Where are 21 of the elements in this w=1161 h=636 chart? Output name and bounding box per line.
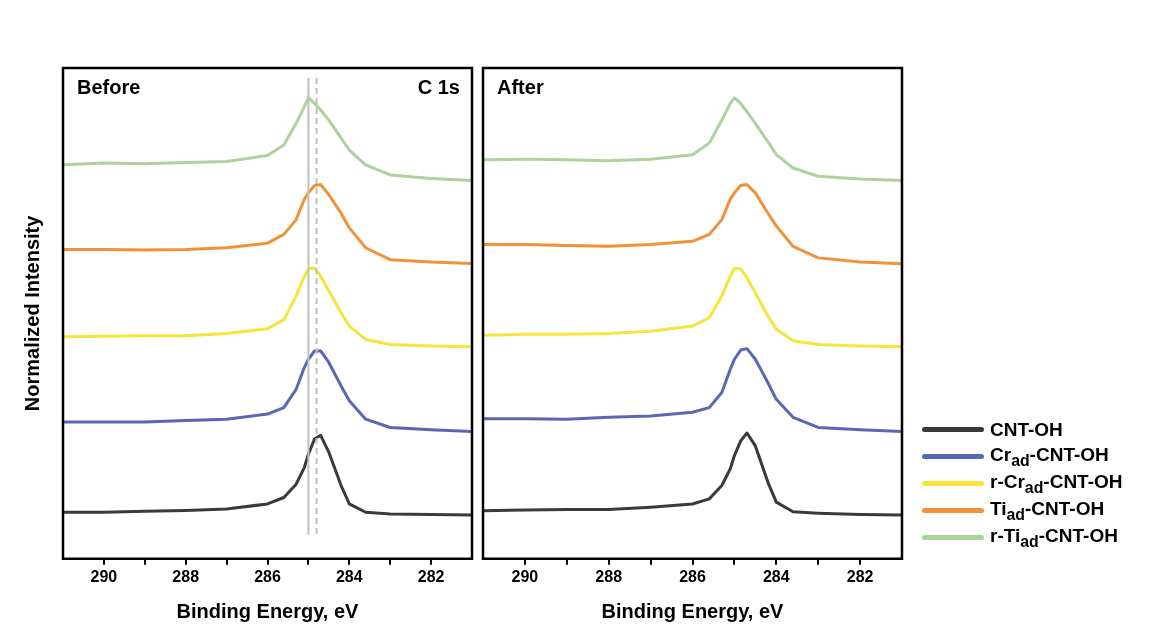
x-tick-label: 286 <box>679 567 706 585</box>
legend-label: r-Ti$_{ad}$-CNT-OH <box>990 524 1118 551</box>
x-tick-label: 288 <box>172 567 200 585</box>
x-tick-label: 282 <box>417 567 445 585</box>
x-tick-label: 284 <box>335 567 363 585</box>
legend-label: r-Cr$_{ad}$-CNT-OH <box>990 470 1123 497</box>
x-tick-label: 284 <box>762 567 790 585</box>
legend-label: CNT-OH <box>990 418 1063 441</box>
x-tick-label: 290 <box>511 567 539 585</box>
x-tick-label: 288 <box>595 567 623 585</box>
x-axis-title: Binding Energy, eV <box>176 599 360 622</box>
x-tick-label: 282 <box>846 567 874 585</box>
chart-title: After <box>497 75 544 98</box>
legend-label: Ti$_{ad}$-CNT-OH <box>990 497 1105 524</box>
x-tick-label: 290 <box>90 567 118 585</box>
text: C 1s <box>417 75 460 98</box>
x-axis-title: Binding Energy, eV <box>601 599 785 622</box>
y-axis-title: Normalized Intensity <box>20 214 43 412</box>
legend-label: Cr$_{ad}$-CNT-OH <box>990 443 1109 470</box>
x-tick-label: 286 <box>254 567 281 585</box>
chart-title: Before <box>77 75 141 98</box>
